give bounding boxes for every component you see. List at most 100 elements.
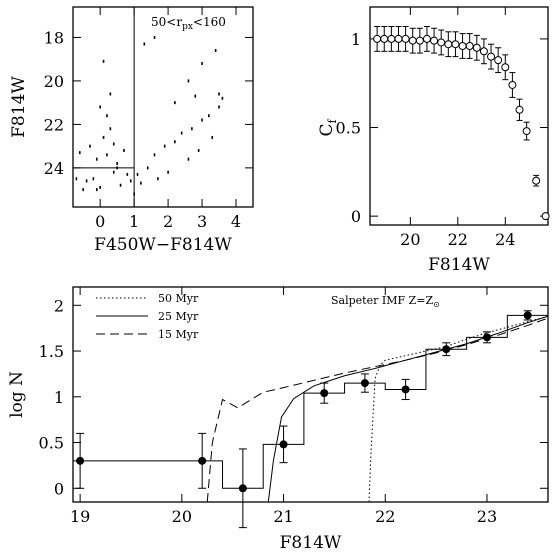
lf-xlabel: F814W xyxy=(280,533,342,553)
lf-ytick-label: 1 xyxy=(54,388,64,407)
cmd-point xyxy=(109,92,112,96)
lf-ytick-label: 1.5 xyxy=(39,342,64,361)
completeness-point xyxy=(451,40,460,49)
cmd-point xyxy=(174,101,176,105)
cmd-point xyxy=(140,181,142,185)
cmd-point xyxy=(95,188,98,192)
completeness-point xyxy=(387,34,396,43)
completeness-point xyxy=(430,36,439,45)
completeness-point xyxy=(487,52,496,61)
lf-observed-point xyxy=(442,345,451,354)
completeness-frame xyxy=(369,6,549,226)
cmd-point xyxy=(89,144,91,148)
completeness-point xyxy=(373,34,382,43)
cmd-point xyxy=(197,148,200,152)
lf-observed-point xyxy=(360,379,369,388)
cmd-point xyxy=(146,166,149,170)
lf-xtick-label: 19 xyxy=(70,507,90,526)
cmd-point xyxy=(102,59,105,63)
lf-model-solid xyxy=(267,315,548,502)
completeness-ytick-label: 1 xyxy=(351,30,361,49)
cmd-point xyxy=(102,135,105,139)
cmd-point xyxy=(218,92,220,96)
completeness-xlabel: F814W xyxy=(428,255,490,275)
completeness-xtick-label: 22 xyxy=(448,230,468,249)
cmd-point xyxy=(119,183,122,187)
cmd-point xyxy=(75,177,78,181)
cmd-point xyxy=(95,157,98,161)
completeness-point xyxy=(532,176,541,185)
completeness-point xyxy=(444,40,453,49)
cmd-point xyxy=(187,79,190,83)
lf-observed-point xyxy=(76,456,85,465)
cmd-point xyxy=(116,162,118,166)
cmd-point xyxy=(214,48,217,52)
lf-histogram xyxy=(73,314,548,489)
completeness-point xyxy=(465,41,474,50)
cmd-point xyxy=(201,62,203,66)
completeness-point xyxy=(522,127,531,136)
cmd-point xyxy=(191,127,193,131)
completeness-point xyxy=(437,38,446,47)
cmd-xtick-label: 3 xyxy=(197,212,207,231)
cmd-point xyxy=(221,96,224,100)
cmd-ylabel: F814W xyxy=(9,76,29,138)
cmd-point xyxy=(218,105,220,109)
completeness-point xyxy=(415,36,424,45)
lf-observed-point xyxy=(279,440,288,449)
lf-legend-label: 15 Myr xyxy=(158,328,199,341)
lf-xtick-label: 20 xyxy=(172,507,192,526)
cmd-annotation: 50<rpx<160 xyxy=(151,15,226,32)
completeness-point xyxy=(494,56,503,65)
completeness-xtick-label: 20 xyxy=(400,230,420,249)
cmd-point xyxy=(109,127,112,131)
completeness-point xyxy=(422,34,431,43)
completeness-ytick-label: 0 xyxy=(351,207,361,226)
cmd-point xyxy=(82,188,84,192)
cmd-point xyxy=(99,185,101,189)
completeness-point xyxy=(541,212,550,221)
cmd-point xyxy=(211,135,214,139)
cmd-xlabel: F450W−F814W xyxy=(94,235,232,255)
completeness-point xyxy=(501,63,510,72)
cmd-point xyxy=(174,140,176,144)
lf-xtick-label: 22 xyxy=(375,507,395,526)
cmd-point xyxy=(78,151,81,155)
cmd-point xyxy=(136,172,139,176)
lf-model-dashed xyxy=(206,317,548,502)
lf-legend-label: 50 Myr xyxy=(158,292,199,305)
cmd-point xyxy=(92,177,95,181)
cmd-point xyxy=(143,42,146,46)
cmd-point xyxy=(208,114,210,118)
cmd-xtick-label: 2 xyxy=(163,212,173,231)
cmd-point xyxy=(133,192,135,196)
cmd-point xyxy=(85,179,88,183)
completeness-point xyxy=(380,34,389,43)
completeness-point xyxy=(479,47,488,56)
lf-observed-point xyxy=(482,333,491,342)
lf-observed-point xyxy=(320,389,329,398)
cmd-point xyxy=(201,118,203,122)
lf-observed-point xyxy=(198,456,207,465)
cmd-point xyxy=(112,142,115,146)
cmd-point xyxy=(167,170,169,174)
cmd-ytick-label: 18 xyxy=(44,28,64,47)
cmd-ytick-label: 22 xyxy=(44,115,64,134)
cmd-xtick-label: 1 xyxy=(129,212,139,231)
lf-model-dotted xyxy=(368,315,548,502)
cmd-xtick-label: 0 xyxy=(95,212,105,231)
completeness-point xyxy=(508,80,517,89)
lf-legend-label: 25 Myr xyxy=(158,310,199,323)
cmd-point xyxy=(153,35,156,39)
lf-observed-point xyxy=(401,385,410,394)
lf-ytick-label: 2 xyxy=(54,296,64,315)
cmd-point xyxy=(123,148,125,152)
cmd-point xyxy=(163,144,166,148)
cmd-ytick-label: 24 xyxy=(44,159,64,178)
cmd-point xyxy=(106,114,108,118)
cmd-point xyxy=(129,179,132,183)
cmd-point xyxy=(180,131,183,135)
lf-observed-point xyxy=(238,484,247,493)
lf-annotation: Salpeter IMF Z=Z⊙ xyxy=(331,294,440,309)
